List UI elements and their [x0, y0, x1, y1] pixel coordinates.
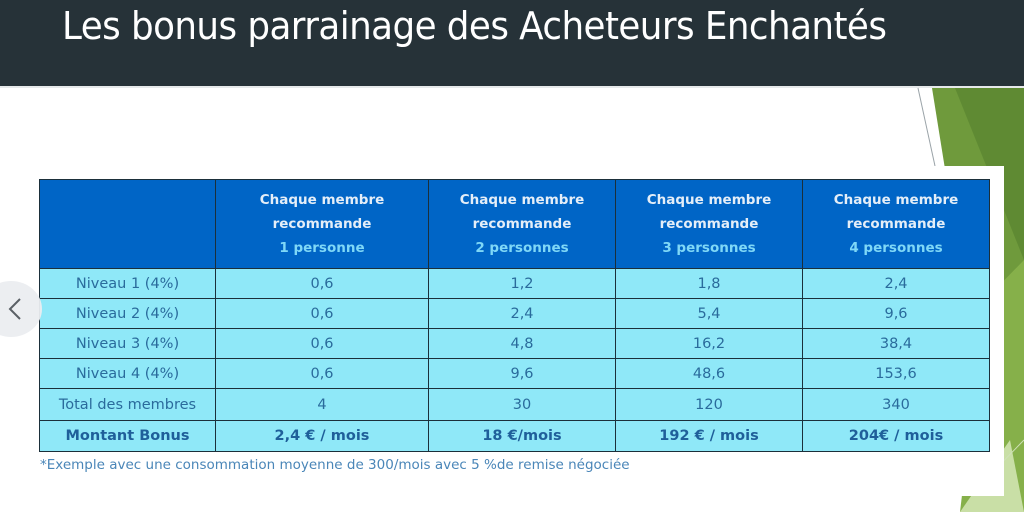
table-cell: 18 €/mois — [428, 420, 616, 452]
slide-title: Les bonus parrainage des Acheteurs Encha… — [62, 4, 887, 48]
row-label: Niveau 1 (4%) — [39, 268, 216, 299]
table-cell: 120 — [615, 388, 803, 421]
table-cell: 204€ / mois — [802, 420, 990, 452]
header-cell: Chaque membre recommande 3 personnes — [615, 179, 803, 269]
table-cell: 4 — [215, 388, 429, 421]
footnote: *Exemple avec une consommation moyenne d… — [40, 457, 630, 473]
table-cell: 0,6 — [215, 298, 429, 329]
total-members-row: Total des membres 4 30 120 340 — [39, 388, 990, 421]
table-cell: 340 — [802, 388, 990, 421]
row-label: Montant Bonus — [39, 420, 216, 452]
header-line1: Chaque membre — [259, 192, 385, 208]
table-cell: 9,6 — [802, 298, 990, 329]
table-row: Niveau 4 (4%) 0,6 9,6 48,6 153,6 — [39, 358, 990, 389]
table-cell: 2,4 — [428, 298, 616, 329]
table-cell: 1,8 — [615, 268, 803, 299]
header-persons: 3 personnes — [662, 240, 756, 256]
table-cell: 5,4 — [615, 298, 803, 329]
bonus-table-container: Chaque membre recommande 1 personne Chaq… — [36, 176, 993, 455]
table-row: Niveau 1 (4%) 0,6 1,2 1,8 2,4 — [39, 268, 990, 299]
table-cell: 30 — [428, 388, 616, 421]
header-line2: recommande — [472, 216, 572, 232]
table-cell: 4,8 — [428, 328, 616, 359]
row-label: Niveau 2 (4%) — [39, 298, 216, 329]
bonus-amount-row: Montant Bonus 2,4 € / mois 18 €/mois 192… — [39, 420, 990, 452]
table-cell: 1,2 — [428, 268, 616, 299]
table-cell: 0,6 — [215, 358, 429, 389]
table-cell: 48,6 — [615, 358, 803, 389]
header-line1: Chaque membre — [646, 192, 772, 208]
header-line1: Chaque membre — [833, 192, 959, 208]
row-label: Total des membres — [39, 388, 216, 421]
table-header-row: Chaque membre recommande 1 personne Chaq… — [39, 179, 990, 269]
header-persons: 4 personnes — [849, 240, 943, 256]
table-row: Niveau 2 (4%) 0,6 2,4 5,4 9,6 — [39, 298, 990, 329]
header-cell: Chaque membre recommande 1 personne — [215, 179, 429, 269]
header-persons: 2 personnes — [475, 240, 569, 256]
table-cell: 192 € / mois — [615, 420, 803, 452]
header-cell: Chaque membre recommande 2 personnes — [428, 179, 616, 269]
table-cell: 16,2 — [615, 328, 803, 359]
table-cell: 2,4 — [802, 268, 990, 299]
header-corner-cell — [39, 179, 216, 269]
table-cell: 0,6 — [215, 268, 429, 299]
header-persons: 1 personne — [279, 240, 365, 256]
table-row: Niveau 3 (4%) 0,6 4,8 16,2 38,4 — [39, 328, 990, 359]
header-line2: recommande — [846, 216, 946, 232]
table-cell: 153,6 — [802, 358, 990, 389]
table-cell: 0,6 — [215, 328, 429, 359]
header-line1: Chaque membre — [459, 192, 585, 208]
chevron-left-icon — [8, 298, 21, 320]
header-line2: recommande — [272, 216, 372, 232]
header-cell: Chaque membre recommande 4 personnes — [802, 179, 990, 269]
row-label: Niveau 4 (4%) — [39, 358, 216, 389]
table-cell: 38,4 — [802, 328, 990, 359]
header-line2: recommande — [659, 216, 759, 232]
row-label: Niveau 3 (4%) — [39, 328, 216, 359]
table-cell: 9,6 — [428, 358, 616, 389]
table-cell: 2,4 € / mois — [215, 420, 429, 452]
bonus-table: Chaque membre recommande 1 personne Chaq… — [39, 179, 990, 452]
title-bar: Les bonus parrainage des Acheteurs Encha… — [0, 0, 1024, 88]
